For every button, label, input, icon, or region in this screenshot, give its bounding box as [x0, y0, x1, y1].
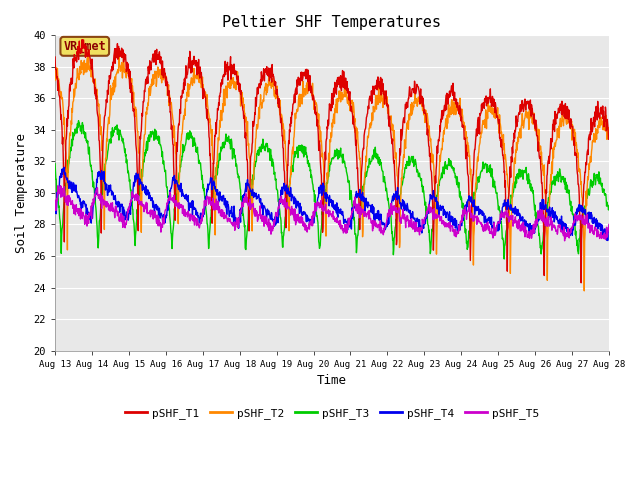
- pSHF_T3: [161, 169, 169, 175]
- pSHF_T2: [580, 288, 588, 294]
- pSHF_T3: [51, 161, 59, 167]
- pSHF_T5: [51, 201, 59, 206]
- pSHF_T4: [540, 197, 547, 203]
- pSHF_T5: [56, 183, 64, 189]
- Line: pSHF_T2: pSHF_T2: [55, 56, 609, 291]
- pSHF_T1: [175, 121, 182, 127]
- pSHF_T3: [605, 204, 612, 210]
- pSHF_T1: [78, 37, 86, 43]
- pSHF_T3: [419, 182, 426, 188]
- pSHF_T4: [419, 224, 426, 230]
- Line: pSHF_T4: pSHF_T4: [55, 168, 609, 240]
- pSHF_T4: [175, 187, 182, 192]
- pSHF_T5: [419, 216, 426, 222]
- pSHF_T4: [491, 224, 499, 230]
- Line: pSHF_T3: pSHF_T3: [55, 120, 609, 259]
- pSHF_T4: [604, 238, 612, 243]
- Title: Peltier SHF Temperatures: Peltier SHF Temperatures: [223, 15, 442, 30]
- pSHF_T3: [500, 256, 508, 262]
- pSHF_T2: [161, 74, 169, 80]
- pSHF_T4: [605, 229, 612, 235]
- pSHF_T3: [237, 187, 244, 193]
- pSHF_T2: [419, 101, 426, 107]
- Y-axis label: Soil Temperature: Soil Temperature: [15, 133, 28, 253]
- pSHF_T1: [577, 280, 585, 286]
- pSHF_T5: [491, 228, 499, 234]
- pSHF_T2: [237, 103, 244, 109]
- pSHF_T3: [540, 228, 548, 233]
- pSHF_T1: [51, 54, 59, 60]
- pSHF_T3: [75, 118, 83, 123]
- pSHF_T2: [175, 194, 182, 200]
- pSHF_T5: [161, 208, 169, 214]
- pSHF_T1: [161, 71, 169, 76]
- X-axis label: Time: Time: [317, 374, 347, 387]
- Line: pSHF_T1: pSHF_T1: [55, 40, 609, 283]
- pSHF_T4: [51, 210, 59, 216]
- Legend: pSHF_T1, pSHF_T2, pSHF_T3, pSHF_T4, pSHF_T5: pSHF_T1, pSHF_T2, pSHF_T3, pSHF_T4, pSHF…: [120, 404, 543, 423]
- pSHF_T4: [237, 219, 244, 225]
- pSHF_T5: [540, 212, 547, 218]
- pSHF_T2: [540, 172, 547, 178]
- pSHF_T5: [175, 204, 182, 209]
- pSHF_T2: [51, 77, 59, 83]
- pSHF_T5: [561, 238, 568, 244]
- pSHF_T2: [491, 104, 499, 110]
- pSHF_T4: [161, 219, 169, 225]
- pSHF_T1: [540, 213, 547, 219]
- pSHF_T4: [60, 165, 68, 170]
- pSHF_T1: [419, 99, 426, 105]
- pSHF_T3: [491, 179, 499, 184]
- pSHF_T2: [605, 131, 612, 136]
- Line: pSHF_T5: pSHF_T5: [55, 186, 609, 241]
- pSHF_T1: [237, 91, 244, 97]
- pSHF_T2: [120, 53, 127, 59]
- pSHF_T1: [605, 135, 612, 141]
- pSHF_T5: [605, 222, 612, 228]
- pSHF_T5: [237, 210, 244, 216]
- pSHF_T3: [175, 176, 182, 181]
- Text: VR_met: VR_met: [63, 40, 106, 53]
- pSHF_T1: [491, 99, 499, 105]
